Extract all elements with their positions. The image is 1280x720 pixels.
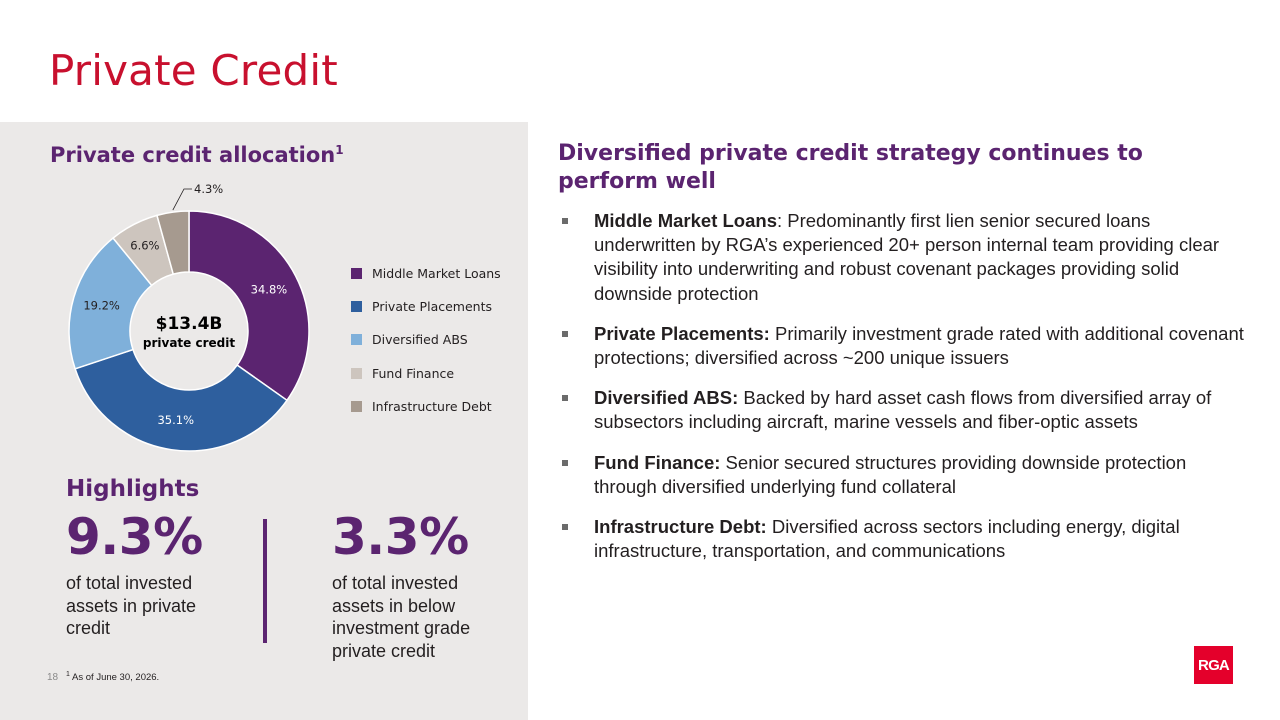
highlights-title: Highlights (66, 476, 200, 502)
legend-swatch (351, 301, 362, 313)
allocation-heading: Private credit allocation1 (50, 143, 344, 167)
page-number: 18 (47, 672, 59, 683)
square-bullet-icon (562, 330, 568, 337)
bullet-text: Senior secured structures providing down… (594, 451, 1187, 497)
donut-data-label: 35.1% (157, 413, 194, 427)
legend-swatch (351, 367, 362, 379)
footnote-text: As of June 30, 2026. (72, 672, 160, 684)
donut-slice-private-placements (74, 348, 289, 452)
footnote: 1 As of June 30, 2026. (66, 671, 159, 683)
allocation-heading-text: Private credit allocation (50, 143, 336, 167)
chart-legend: Middle Market Loans Private Placements D… (351, 257, 521, 423)
donut-data-label: 6.6% (130, 239, 159, 253)
bullet-text: : Predominantly first lien senior secure… (594, 210, 1220, 304)
strategy-bullet-list: Middle Market Loans: Predominantly first… (562, 209, 1252, 579)
bullet-term: Diversified ABS: (594, 387, 739, 409)
bullet-text: Primarily investment grade rated with ad… (594, 322, 1244, 369)
bullet-item-middle-market-loans: Middle Market Loans: Predominantly first… (562, 209, 1252, 306)
page-title: Private Credit (49, 46, 338, 95)
bullet-text: Diversified across sectors including ene… (594, 516, 1180, 562)
legend-label: Middle Market Loans (372, 266, 501, 282)
legend-swatch (351, 334, 362, 346)
legend-label: Infrastructure Debt (372, 398, 492, 414)
legend-item: Private Placements (351, 290, 521, 323)
bullet-term: Fund Finance: (594, 451, 721, 473)
donut-slice-infrastructure-debt (156, 210, 190, 276)
bullet-item-diversified-abs: Diversified ABS: Backed by hard asset ca… (562, 386, 1252, 434)
donut-data-label: 19.2% (83, 299, 120, 313)
legend-label: Diversified ABS (372, 332, 468, 348)
stat-below-ig-value: 3.3% (332, 508, 469, 566)
allocation-heading-footnote-marker: 1 (335, 143, 344, 157)
legend-swatch (351, 400, 362, 412)
square-bullet-icon (562, 524, 568, 531)
allocation-donut-chart: 34.8% 35.1% 19.2% 6.6% 4.3% $13.4B private cre… (68, 182, 310, 452)
square-bullet-icon (562, 459, 568, 466)
stat-divider (263, 519, 267, 643)
legend-item: Fund Finance (351, 357, 521, 390)
donut-data-label: 4.3% (194, 182, 223, 196)
bullet-text: Backed by hard asset cash flows from div… (594, 387, 1212, 433)
footnote-marker: 1 (66, 671, 70, 678)
legend-label: Fund Finance (372, 365, 455, 381)
bullet-item-fund-finance: Fund Finance: Senior secured structures … (562, 451, 1252, 499)
bullet-item-private-placements: Private Placements: Primarily investment… (562, 322, 1252, 370)
legend-item: Infrastructure Debt (351, 390, 521, 423)
stat-private-credit-value: 9.3% (66, 508, 203, 566)
square-bullet-icon (562, 218, 568, 224)
square-bullet-icon (562, 395, 568, 402)
legend-swatch (351, 268, 362, 280)
legend-item: Middle Market Loans (351, 257, 521, 290)
rga-logo: RGA (1194, 646, 1233, 684)
bullet-term: Middle Market Loans (594, 210, 777, 231)
donut-slice-middle-market-loans (188, 210, 310, 402)
donut-center-label: private credit (143, 336, 235, 350)
donut-center-value: $13.4B (156, 314, 223, 334)
strategy-heading: Diversified private credit strategy cont… (558, 141, 1143, 194)
donut-data-label: 34.8% (251, 283, 288, 297)
legend-label: Private Placements (372, 299, 492, 315)
data-label-leader-line (172, 188, 192, 211)
bullet-term: Infrastructure Debt: (594, 516, 767, 538)
bullet-term: Private Placements: (594, 322, 770, 344)
stat-private-credit-description: of total invested assets in private cred… (66, 573, 197, 638)
bullet-item-infrastructure-debt: Infrastructure Debt: Diversified across … (562, 515, 1252, 563)
legend-item: Diversified ABS (351, 323, 521, 356)
stat-below-ig-description: of total invested assets in below invest… (332, 573, 471, 661)
